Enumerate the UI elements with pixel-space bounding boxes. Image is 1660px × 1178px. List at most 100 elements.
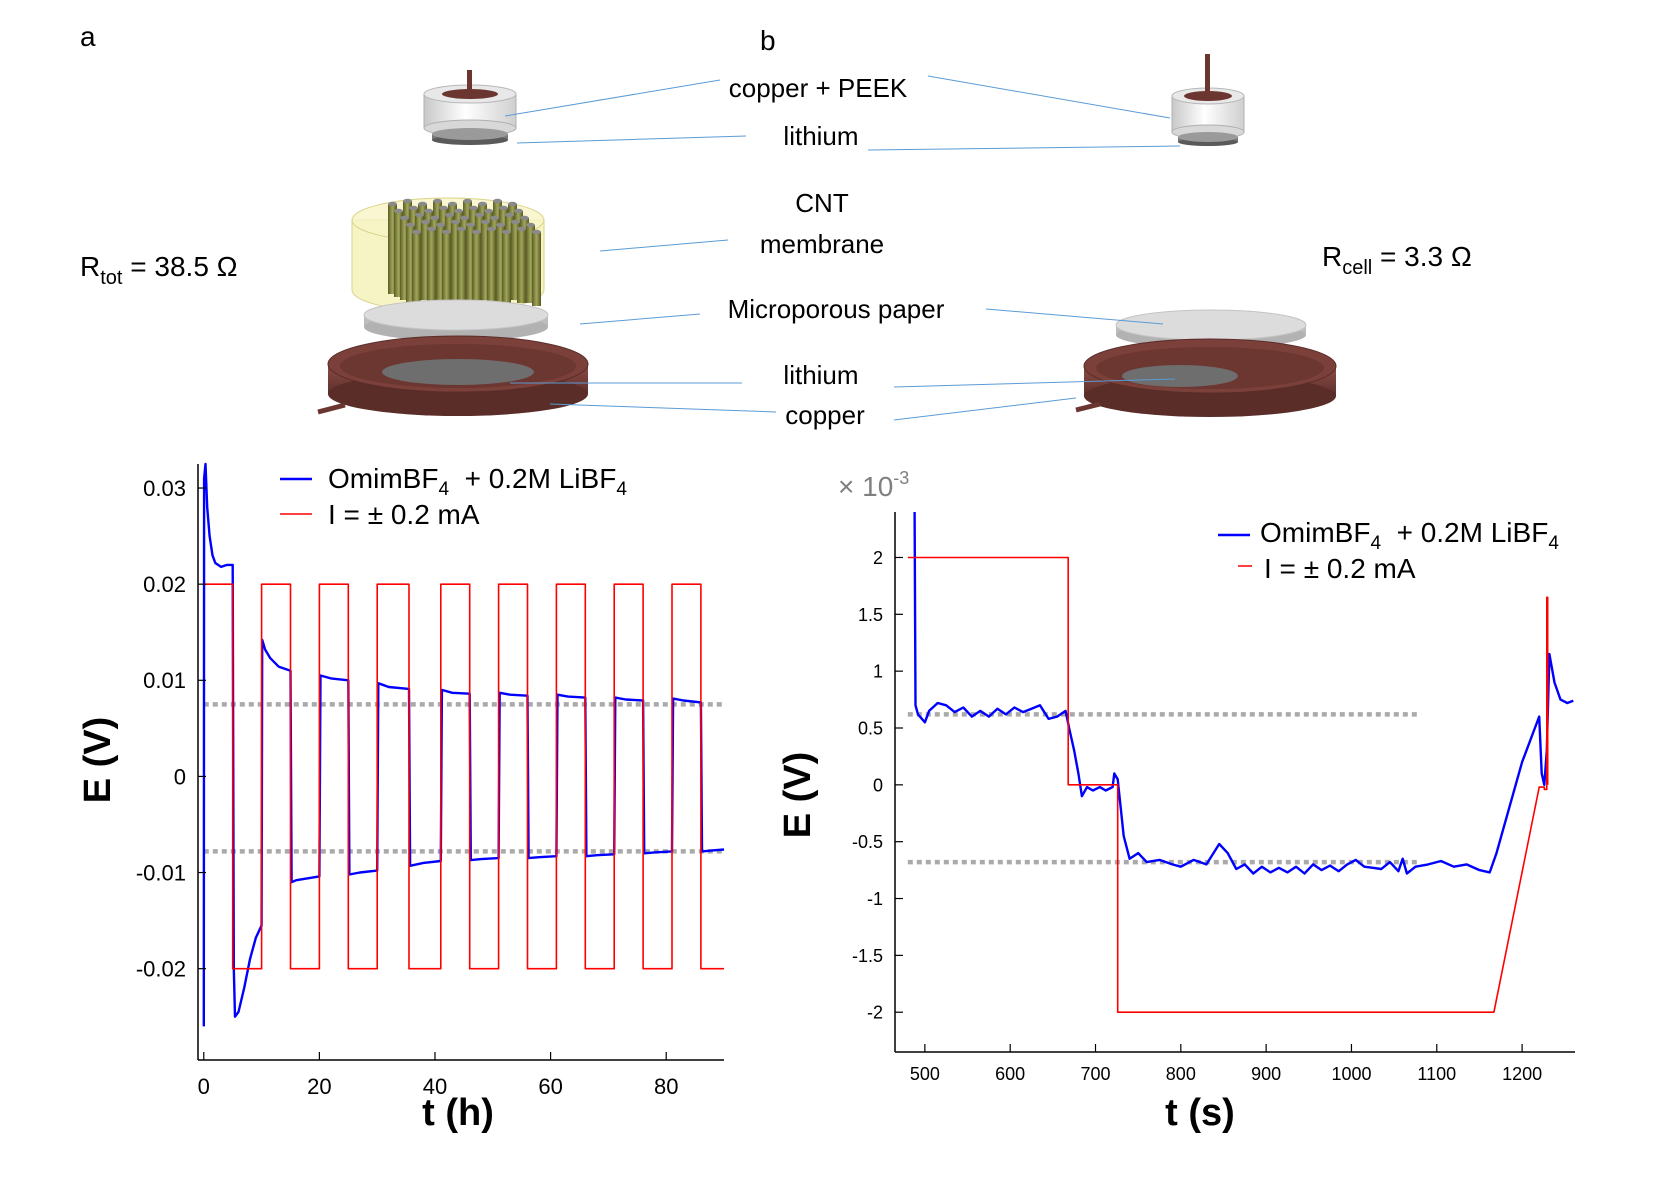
nanotube-cap xyxy=(409,205,418,211)
nanotube-cap xyxy=(394,208,403,214)
label-cnt: CNT xyxy=(795,188,849,218)
chart-b-y-tick-label: 1.5 xyxy=(858,605,883,625)
resistance-total: Rtot = 38.5 Ω xyxy=(80,251,238,289)
chart-a-legend-voltage-main: OmimBF xyxy=(328,463,438,494)
chart-a-x-tick-label: 40 xyxy=(423,1074,447,1099)
chart-a-legend-voltage-mid: + 0.2M LiBF xyxy=(449,463,616,494)
chart-b-x-tick-label: 800 xyxy=(1166,1064,1196,1084)
nanotube-cap xyxy=(502,229,511,235)
resistance-total-symbol: R xyxy=(80,251,100,282)
chart-b-x-tick-label: 1200 xyxy=(1502,1064,1542,1084)
panel-label-a: a xyxy=(80,21,96,52)
nanotube-cap xyxy=(466,222,475,228)
chart-b-x-tick-label: 1100 xyxy=(1417,1064,1456,1084)
label-copper-peek: copper + PEEK xyxy=(729,73,908,103)
nanotube-cap xyxy=(403,198,412,204)
nanotube-cap xyxy=(436,222,445,228)
nanotube-cap xyxy=(412,229,421,235)
nanotube-cap xyxy=(430,215,439,221)
nanotube xyxy=(400,218,409,300)
chart-a-current-series xyxy=(203,583,724,970)
nanotube xyxy=(388,204,397,294)
nanotube-cap xyxy=(484,208,493,214)
nanotube xyxy=(442,232,451,306)
nanotube-cap xyxy=(439,205,448,211)
nanotube xyxy=(487,229,496,303)
label-copper: copper xyxy=(785,400,865,430)
nanotube xyxy=(481,222,490,300)
nanotube xyxy=(421,222,430,300)
chart-b-legend-voltage-sub1: 4 xyxy=(1370,533,1381,554)
chart-b-xlabel: t (s) xyxy=(1165,1092,1235,1134)
nanotube-cap xyxy=(472,229,481,235)
chart-a: 0 20 40 60 80 0.03 0.02 0.01 0 -0.01 -0.02 t (h) E… xyxy=(77,462,725,1134)
chart-b-x-tick-label: 700 xyxy=(1080,1064,1110,1084)
nanotube-cap xyxy=(400,215,409,221)
nanotube-cap xyxy=(487,226,496,232)
right-cell-illustration xyxy=(1075,54,1337,417)
nanotube-cap xyxy=(478,201,487,207)
chart-a-legend-voltage: OmimBF4 + 0.2M LiBF4 xyxy=(328,463,627,500)
nanotube xyxy=(526,225,535,303)
nanotube-cap xyxy=(445,212,454,218)
nanotube-cap xyxy=(427,226,436,232)
chart-a-x-tick-label: 80 xyxy=(654,1074,678,1099)
resistance-cell-value: = 3.3 Ω xyxy=(1372,241,1472,272)
nanotube-cap xyxy=(526,222,535,228)
component-labels: copper + PEEK lithium CNT membrane Micro… xyxy=(728,73,945,430)
nanotube xyxy=(412,232,421,306)
left-cell-illustration xyxy=(317,70,589,416)
nanotube-cap xyxy=(514,208,523,214)
nanotube-cap xyxy=(448,201,457,207)
nanotube-cap xyxy=(481,219,490,225)
nanotube xyxy=(394,211,403,297)
resistance-total-value: = 38.5 Ω xyxy=(122,251,237,282)
chart-b-y-tick-label: 0.5 xyxy=(858,718,883,738)
chart-a-legend: OmimBF4 + 0.2M LiBF4 I = ± 0.2 mA xyxy=(280,463,627,530)
nanotube xyxy=(406,225,415,303)
nanotube-cap xyxy=(457,226,466,232)
resistance-total-subscript: tot xyxy=(100,267,123,289)
chart-a-y-tick-label: 0.03 xyxy=(143,476,186,501)
resistance-cell-symbol: R xyxy=(1322,241,1342,272)
chart-b-legend: OmimBF4 + 0.2M LiBF4 I = ± 0.2 mA xyxy=(1218,517,1559,584)
nanotube-cap xyxy=(388,201,397,207)
nanotube-cap xyxy=(415,212,424,218)
chart-b-y-tick-label: 0 xyxy=(873,775,883,795)
chart-a-legend-voltage-sub2: 4 xyxy=(616,479,627,500)
chart-b-y-tick-label: -1 xyxy=(867,889,883,909)
chart-a-legend-voltage-sub1: 4 xyxy=(438,479,449,500)
chart-a-voltage-series xyxy=(202,462,725,1027)
nanotube-cap xyxy=(490,215,499,221)
carbon-nanotubes xyxy=(388,198,541,306)
chart-b: 500 600 700 800 900 1000 1100 1200 2 1.5 1 0.5 0 -0.5… xyxy=(777,468,1575,1134)
left-copper-base xyxy=(317,335,589,416)
chart-b-legend-voltage-sub2: 4 xyxy=(1548,533,1559,554)
chart-a-y-tick-label: 0.01 xyxy=(143,668,186,693)
nanotube-cap xyxy=(442,229,451,235)
leader-lines xyxy=(504,75,1181,421)
nanotube-cap xyxy=(508,201,517,207)
nanotube-cap xyxy=(499,205,508,211)
chart-b-y-tick-label: -2 xyxy=(867,1003,883,1023)
nanotube-cap xyxy=(460,215,469,221)
nanotube-cap xyxy=(424,208,433,214)
nanotube-cap xyxy=(469,205,478,211)
chart-b-x-tick-label: 1000 xyxy=(1331,1064,1371,1084)
nanotube xyxy=(466,225,475,303)
nanotube-cap xyxy=(463,198,472,204)
chart-b-multiplier: × 10-3 xyxy=(838,468,909,502)
nanotube-cap xyxy=(520,215,529,221)
nanotube-cap xyxy=(517,226,526,232)
chart-a-x-tick-label: 20 xyxy=(307,1074,331,1099)
chart-b-legend-voltage-main: OmimBF xyxy=(1260,517,1370,548)
chart-a-xlabel: t (h) xyxy=(422,1092,494,1134)
chart-b-y-tick-label: -1.5 xyxy=(852,946,883,966)
label-microporous-paper: Microporous paper xyxy=(728,294,945,324)
nanotube xyxy=(436,225,445,303)
panel-label-b: b xyxy=(760,25,776,56)
nanotube-cap xyxy=(421,219,430,225)
chart-b-x-tick-label: 500 xyxy=(910,1064,940,1084)
chart-a-y-tick-label: -0.01 xyxy=(136,860,186,885)
